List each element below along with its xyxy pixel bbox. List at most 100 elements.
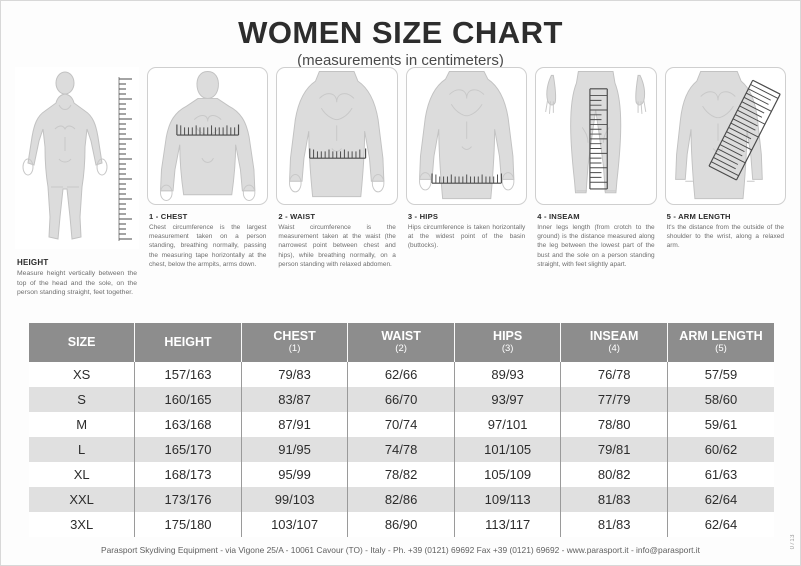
side-reference-code: 0713	[790, 533, 796, 549]
inseam-caption: 4 - INSEAM Inner legs length (from crotc…	[535, 212, 656, 269]
cell-chest: 103/107	[241, 511, 349, 537]
cell-inseam: 78/80	[560, 411, 668, 437]
col-index-waist: (2)	[395, 343, 407, 354]
cell-height: 165/170	[134, 436, 242, 462]
cell-hips: 105/109	[454, 461, 562, 487]
chest-caption-body: Chest circumference is the largest measu…	[149, 224, 267, 268]
arm-length-caption: 5 - ARM LENGTH It's the distance from th…	[665, 212, 786, 251]
cell-waist: 74/78	[347, 436, 455, 462]
header: WOMEN SIZE CHART (measurements in centim…	[1, 1, 800, 69]
cell-size: L	[29, 436, 136, 462]
cell-height: 160/165	[134, 386, 242, 412]
height-caption: HEIGHT Measure height vertically between…	[15, 258, 139, 298]
panel-hips: 3 - HIPS Hips circumference is taken hor…	[405, 67, 528, 299]
cell-size: XL	[29, 461, 136, 487]
cell-height: 157/163	[134, 361, 242, 387]
col-header-inseam: INSEAM (4)	[560, 323, 668, 362]
cell-hips: 109/113	[454, 486, 562, 512]
waist-tape	[309, 148, 367, 159]
cell-chest: 79/83	[241, 361, 349, 387]
col-index-arm-length: (5)	[715, 343, 727, 354]
col-index-hips: (3)	[501, 343, 514, 354]
inseam-caption-body: Inner legs length (from crotch to the gr…	[537, 224, 655, 268]
height-panel: HEIGHT Measure height vertically between…	[15, 67, 139, 299]
cell-chest: 95/99	[241, 461, 349, 487]
cell-waist: 78/82	[347, 461, 455, 487]
cell-hips: 97/101	[454, 411, 562, 437]
cell-inseam: 79/81	[560, 436, 668, 462]
cell-size: S	[29, 386, 136, 412]
table-row: XXL 173/176 99/103 82/86 109/113 81/83 6…	[29, 486, 774, 512]
hips-caption-title: 3 - HIPS	[407, 212, 439, 221]
arm-length-measure-icon	[664, 67, 787, 205]
cell-size: XXL	[29, 486, 136, 512]
cell-arm: 60/62	[667, 436, 774, 462]
cell-height: 168/173	[134, 461, 242, 487]
hips-tape	[431, 173, 502, 184]
chest-measure-icon	[147, 67, 269, 205]
arm-length-caption-body: It's the distance from the outside of th…	[666, 224, 785, 250]
panel-waist: 2 - WAIST Waist circumference is the mea…	[276, 67, 398, 299]
table-head: SIZE HEIGHT CHEST (1) WAIST (2) HIPS	[29, 323, 774, 362]
cell-hips: 113/117	[454, 511, 562, 537]
cell-arm: 57/59	[667, 361, 774, 387]
table-header-row: SIZE HEIGHT CHEST (1) WAIST (2) HIPS	[29, 323, 774, 362]
height-caption-body: Measure height vertically between the to…	[17, 270, 137, 297]
size-table: SIZE HEIGHT CHEST (1) WAIST (2) HIPS	[29, 323, 774, 537]
height-caption-title: HEIGHT	[17, 258, 49, 267]
col-index-chest: (1)	[288, 343, 301, 354]
table-row: L 165/170 91/95 74/78 101/105 79/81 60/6…	[29, 436, 774, 462]
hips-caption-body: Hips circumference is taken horizontally…	[407, 224, 526, 250]
cell-height: 163/168	[134, 411, 242, 437]
panel-arm-length: 5 - ARM LENGTH It's the distance from th…	[664, 67, 787, 299]
cell-size: XS	[29, 361, 136, 387]
page-subtitle: (measurements in centimeters)	[297, 51, 504, 69]
cell-size: 3XL	[29, 511, 136, 537]
cell-height: 173/176	[134, 486, 242, 512]
table-row: XL 168/173 95/99 78/82 105/109 80/82 61/…	[29, 461, 774, 487]
cell-hips: 89/93	[454, 361, 562, 387]
panel-inseam: 4 - INSEAM Inner legs length (from crotc…	[535, 67, 657, 299]
col-header-arm-length: ARM LENGTH (5)	[667, 323, 774, 362]
cell-inseam: 77/79	[560, 386, 668, 412]
inseam-ruler	[589, 88, 609, 190]
cell-waist: 70/74	[347, 411, 455, 437]
table-row: 3XL 175/180 103/107 86/90 113/117 81/83 …	[29, 511, 774, 537]
waist-caption-body: Waist circumference is the measurement t…	[278, 224, 396, 268]
waist-measure-icon	[276, 67, 398, 205]
arm-length-caption-title: 5 - ARM LENGTH	[666, 212, 731, 221]
footer-contact: Parasport Skydiving Equipment - via Vigo…	[101, 545, 700, 555]
col-header-waist: WAIST (2)	[347, 323, 455, 362]
hips-measure-icon	[405, 67, 528, 205]
cell-hips: 101/105	[454, 436, 562, 462]
cell-inseam: 76/78	[560, 361, 668, 387]
cell-arm: 58/60	[667, 386, 774, 412]
cell-waist: 62/66	[347, 361, 455, 387]
inseam-measure-icon	[535, 67, 657, 205]
cell-chest: 99/103	[241, 486, 349, 512]
cell-arm: 61/63	[667, 461, 774, 487]
table-row: S 160/165 83/87 66/70 93/97 77/79 58/60	[29, 386, 774, 412]
full-body-figure-icon	[15, 67, 139, 249]
cell-chest: 83/87	[241, 386, 349, 412]
chest-caption: 1 - CHEST Chest circumference is the lar…	[147, 212, 268, 269]
cell-inseam: 81/83	[560, 486, 668, 512]
cell-chest: 87/91	[241, 411, 349, 437]
cell-waist: 86/90	[347, 511, 455, 537]
waist-caption: 2 - WAIST Waist circumference is the mea…	[276, 212, 397, 269]
cell-arm: 59/61	[667, 411, 774, 437]
col-header-hips: HIPS (3)	[454, 323, 562, 362]
col-header-height: HEIGHT	[134, 323, 242, 362]
page-title: WOMEN SIZE CHART	[238, 15, 563, 50]
arm-ruler	[708, 79, 781, 181]
table-row: XS 157/163 79/83 62/66 89/93 76/78 57/59	[29, 361, 774, 387]
cell-chest: 91/95	[241, 436, 349, 462]
cell-inseam: 80/82	[560, 461, 668, 487]
cell-hips: 93/97	[454, 386, 562, 412]
illustration-strip: HEIGHT Measure height vertically between…	[15, 67, 787, 299]
size-table-wrap: SIZE HEIGHT CHEST (1) WAIST (2) HIPS	[29, 323, 774, 537]
inseam-caption-title: 4 - INSEAM	[537, 212, 580, 221]
hips-caption: 3 - HIPS Hips circumference is taken hor…	[406, 212, 527, 251]
col-index-inseam: (4)	[608, 343, 620, 354]
